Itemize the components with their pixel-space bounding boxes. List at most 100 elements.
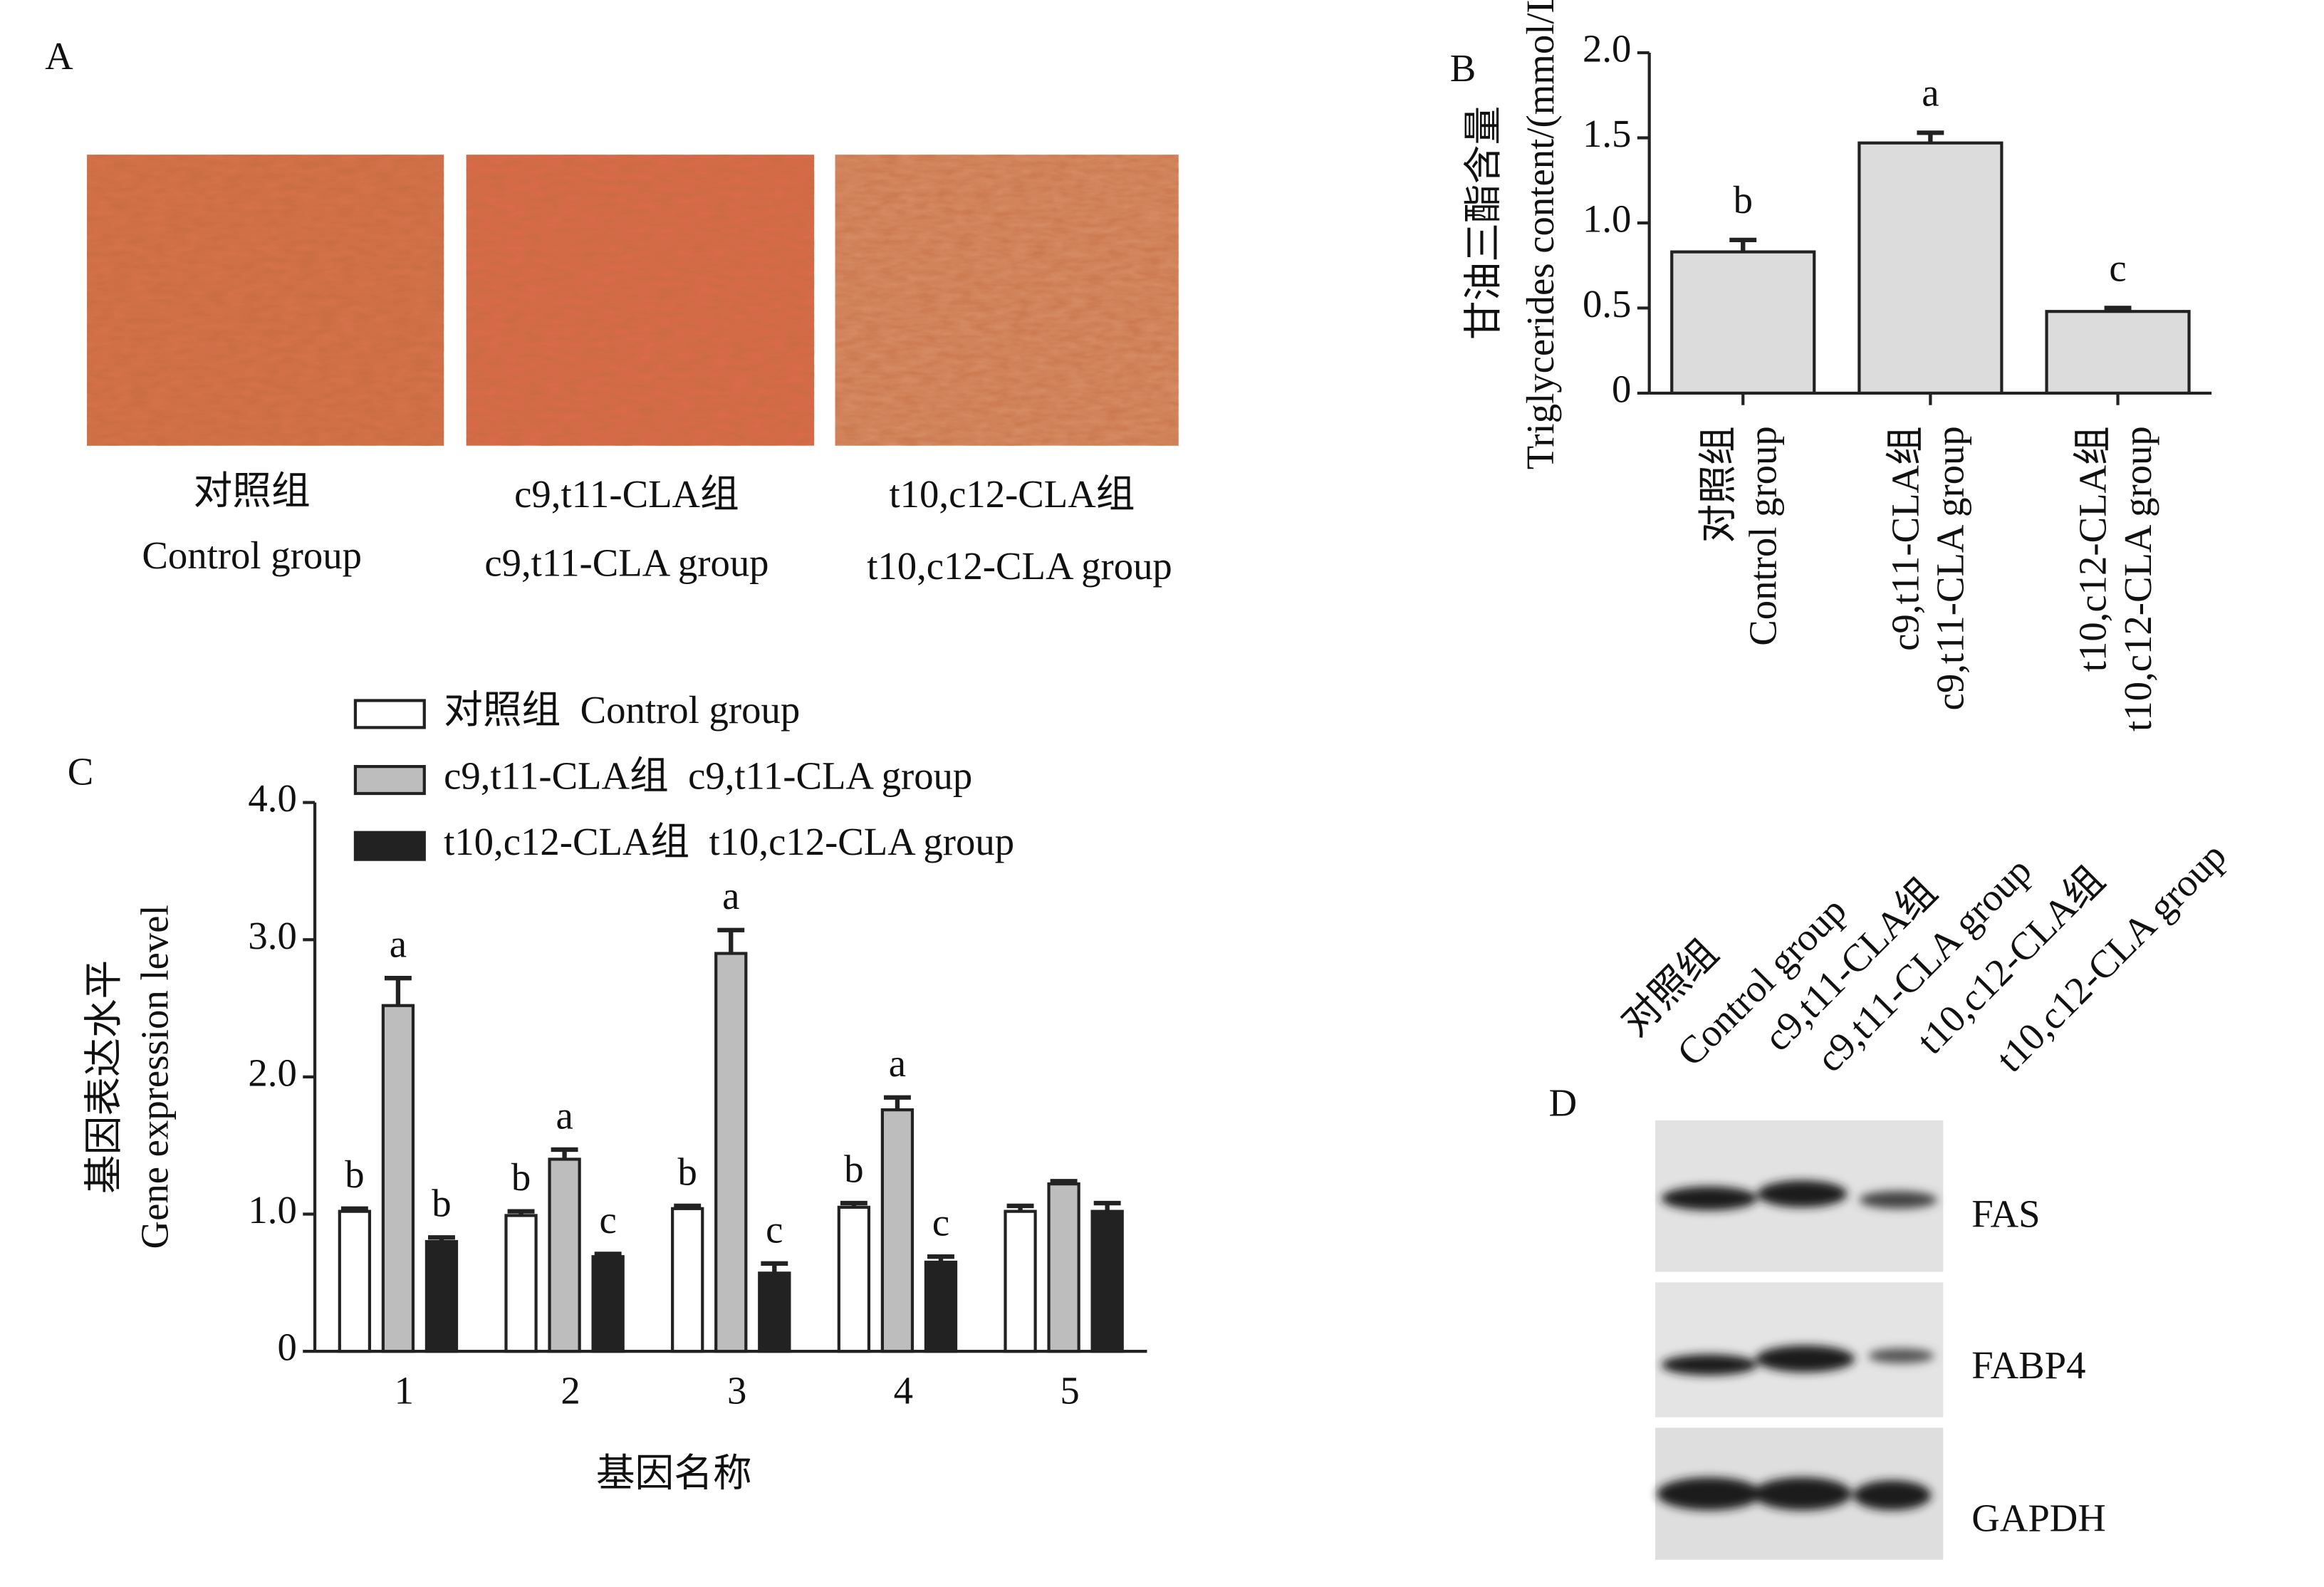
y-tick-label: 1.0 <box>1583 197 1631 241</box>
error-bar <box>1917 130 1944 143</box>
error-bar <box>2104 306 2132 312</box>
y-tick-label: 2.0 <box>248 1051 296 1094</box>
significance-letter: c <box>766 1207 783 1251</box>
legend-swatch <box>353 765 426 796</box>
caption: c9,t11-CLA组 <box>514 472 739 516</box>
error-bar <box>507 1209 535 1216</box>
x-tick-label: 2 <box>561 1369 580 1412</box>
blot-band <box>1757 1180 1848 1208</box>
blot-band <box>1752 1477 1852 1511</box>
micrograph-texture <box>466 155 815 446</box>
x-tick-label: 5 <box>1060 1369 1079 1412</box>
bar <box>591 1255 625 1353</box>
error-bar <box>883 1095 911 1110</box>
bar <box>880 1108 915 1353</box>
x-tick-label: 1 <box>395 1369 414 1412</box>
y-tick-label: 0 <box>1612 367 1631 410</box>
error-bar <box>761 1261 788 1274</box>
y-tick-label: 4.0 <box>248 776 296 820</box>
blot-band <box>1661 1186 1758 1211</box>
x-tick-label: t10,c12-CLA group <box>2116 426 2159 732</box>
blot-band <box>1756 1345 1855 1373</box>
x-tick-label: c9,t11-CLA group <box>1929 426 1972 710</box>
y-tick-label: 1.5 <box>1583 112 1631 155</box>
y-tick-label: 3.0 <box>248 914 296 957</box>
error-bar <box>1050 1179 1078 1185</box>
y-axis-label: Triglycerides content/(mmol/L) <box>1518 0 1562 469</box>
error-bar <box>594 1252 622 1257</box>
bar <box>714 952 748 1353</box>
significance-letter: b <box>844 1148 863 1191</box>
bar <box>837 1205 871 1353</box>
y-tick-label: 2.0 <box>1583 27 1631 71</box>
bar <box>924 1260 958 1353</box>
caption: t10,c12-CLA组 <box>889 472 1135 516</box>
blot-band <box>1859 1190 1937 1209</box>
blot-band <box>1657 1477 1762 1511</box>
error-bar <box>840 1200 867 1207</box>
micrographs <box>87 155 1179 446</box>
y-axis-label: 基因表达水平 <box>82 960 125 1194</box>
significance-letter: a <box>556 1093 573 1137</box>
error-bar <box>1729 237 1757 252</box>
bar <box>2045 310 2191 395</box>
bar <box>1857 141 2003 395</box>
x-tick-label: t10,c12-CLA组 <box>2071 426 2115 672</box>
significance-letter: a <box>390 922 407 966</box>
y-tick-label: 0.5 <box>1583 282 1631 326</box>
protein-label: GAPDH <box>1971 1497 2106 1540</box>
legend-label: c9,t11-CLA组 c9,t11-CLA group <box>444 754 972 798</box>
error-bar <box>428 1235 455 1242</box>
error-bar <box>551 1147 578 1160</box>
x-axis-label: 基因名称 <box>596 1452 752 1495</box>
significance-letter: b <box>511 1155 531 1199</box>
legend-swatch <box>353 699 426 729</box>
blot-band <box>1661 1354 1758 1375</box>
legend-label: t10,c12-CLA组 t10,c12-CLA group <box>444 820 1014 863</box>
caption: 对照组 <box>194 469 311 513</box>
significance-letter: c <box>599 1198 616 1242</box>
y-axis-label: 甘油三酯含量 <box>1461 106 1505 340</box>
lane-labels: 对照组 Control group c9,t11-CLA组 c9,t11-CLA… <box>1613 833 2234 1080</box>
y-tick-label: 0 <box>277 1326 296 1369</box>
micrograph-texture <box>835 155 1179 446</box>
x-tick-label: Control group <box>1741 426 1784 646</box>
significance-letter: b <box>345 1152 364 1196</box>
panel-label: D <box>1549 1081 1578 1125</box>
bar <box>758 1271 791 1353</box>
significance-letter: a <box>889 1041 906 1085</box>
bar <box>1047 1182 1080 1353</box>
caption: t10,c12-CLA group <box>867 544 1172 588</box>
bar <box>1670 250 1816 395</box>
x-tick-label: 4 <box>894 1369 913 1412</box>
western-blot: FAS FABP4 GAPDH <box>1655 1120 2106 1560</box>
y-tick-label: 1.0 <box>248 1188 296 1232</box>
error-bar <box>1093 1200 1121 1212</box>
blot-band <box>1853 1480 1932 1511</box>
protein-label: FAS <box>1971 1192 2040 1235</box>
significance-letter: b <box>1734 178 1753 222</box>
legend-label: 对照组 Control group <box>444 688 800 732</box>
error-bar <box>717 927 745 954</box>
blot-band <box>1868 1348 1934 1363</box>
caption: Control group <box>142 534 362 577</box>
bar <box>1090 1209 1124 1353</box>
significance-letter: a <box>722 874 739 917</box>
error-bar <box>340 1206 368 1212</box>
bar <box>1004 1209 1037 1353</box>
significance-letter: b <box>678 1150 697 1193</box>
error-bar <box>927 1254 954 1262</box>
bar <box>548 1157 581 1353</box>
error-bar <box>384 976 412 1006</box>
error-bar <box>674 1203 702 1209</box>
x-tick-label: c9,t11-CLA组 <box>1883 426 1927 651</box>
protein-label: FABP4 <box>1971 1343 2085 1387</box>
error-bar <box>1006 1203 1034 1212</box>
panel-label: A <box>45 34 73 78</box>
panel-label: C <box>68 749 94 793</box>
panel-label: B <box>1450 46 1476 90</box>
bar <box>424 1239 459 1353</box>
significance-letter: c <box>932 1201 949 1244</box>
significance-letter: a <box>1922 71 1939 114</box>
